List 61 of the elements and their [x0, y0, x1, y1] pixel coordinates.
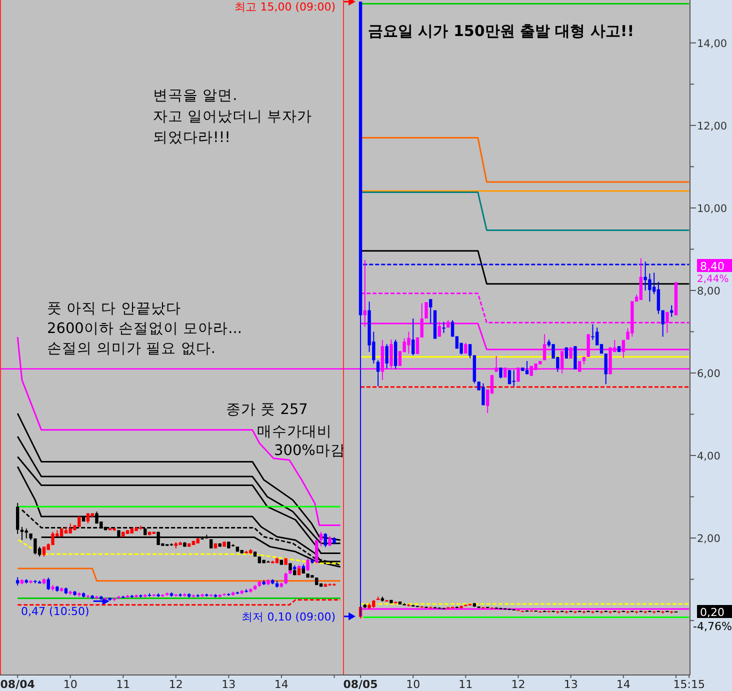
text: 8,40: [700, 260, 724, 273]
annotation: 풋 아직 다 안끝났다 2600이하 손절없이 모아라... 손절의 의미가 필요 없다.: [47, 301, 242, 357]
x-tick-label: 10: [406, 678, 420, 691]
candlestick: [284, 572, 288, 585]
x-tick-label: 13: [564, 678, 578, 691]
x-tick-label: 13: [222, 678, 236, 691]
y-tick-label: 8,00: [697, 285, 720, 298]
candlestick: [508, 370, 512, 385]
y-tick-label: 2,00: [697, 533, 720, 546]
candlestick: [20, 526, 24, 541]
y-tick-label: 10,00: [697, 202, 728, 215]
y-tick-label: 4,00: [697, 450, 720, 462]
y-tick-label: 14,00: [697, 38, 728, 50]
candlestick: [416, 336, 420, 355]
candlestick: [209, 538, 213, 549]
annotation: 금요일 시가 150만원 출발 대형 사고!!: [368, 22, 634, 40]
candlestick: [450, 320, 454, 338]
candlestick: [512, 370, 516, 387]
candlestick: [319, 531, 323, 547]
x-tick-label: 08/04: [0, 678, 36, 691]
candlestick: [604, 353, 608, 385]
candlestick: [639, 258, 643, 300]
candlestick: [525, 360, 529, 375]
candlestick: [429, 298, 432, 324]
candlestick: [661, 310, 664, 338]
text: 0,20: [700, 606, 724, 619]
candlestick: [324, 532, 328, 548]
candlestick: [306, 558, 310, 572]
candlestick: [376, 360, 380, 387]
annotation: 0,47 (10:50): [21, 605, 90, 618]
text: 2,44%: [697, 274, 729, 285]
y-tick-label: 6,00: [697, 368, 720, 380]
x-tick-label: 14: [274, 678, 288, 691]
candlestick: [499, 367, 502, 379]
x-tick-label: 08/05: [343, 678, 378, 691]
candlestick: [328, 535, 332, 547]
x-tick-label: 11: [458, 678, 473, 691]
x-tick-label: 12: [511, 678, 526, 691]
candlestick: [385, 344, 388, 369]
annotation: 최고 15,00 (09:00): [234, 0, 336, 14]
x-tick-label: 11: [116, 678, 130, 691]
y-tick-label: 12,00: [697, 120, 728, 132]
x-tick-label: 12: [168, 678, 183, 691]
annotation: 종가 풋 257 매수가대비 300%마감: [226, 402, 346, 459]
x-tick-label: 10: [63, 678, 78, 691]
candlestick: [46, 577, 50, 591]
candlestick: [34, 538, 37, 556]
candlestick: [24, 528, 28, 539]
candlestick: [424, 302, 428, 320]
annotation: 최저 0,10 (09:00): [242, 610, 336, 624]
candlestick: [574, 346, 577, 370]
x-tick-label: 15:15: [673, 678, 705, 691]
x-tick-label: 14: [616, 678, 630, 691]
candlestick: [656, 281, 660, 314]
text: -4,76%: [693, 620, 732, 633]
candlestick: [42, 546, 46, 558]
candlestick: [315, 539, 318, 564]
candlestick: [16, 502, 20, 534]
annotation: 변곡을 알면. 자고 일어났더니 부자가 되었다라!!!: [153, 88, 312, 146]
candlestick: [412, 318, 415, 356]
candlestick: [442, 321, 446, 334]
